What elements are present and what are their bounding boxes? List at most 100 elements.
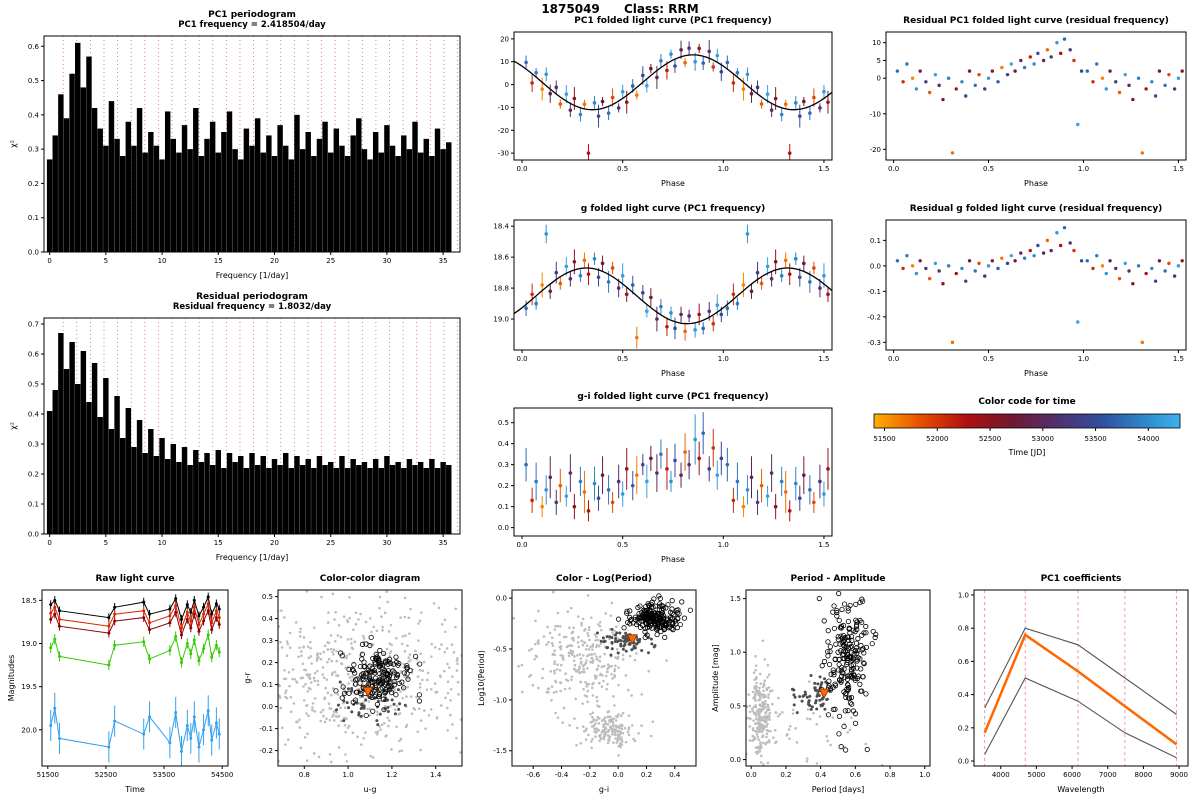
svg-text:20: 20 [270,539,279,547]
svg-text:20.0: 20.0 [21,726,37,734]
svg-text:-20: -20 [498,127,509,135]
svg-text:0.5: 0.5 [498,419,509,427]
period-amplitude-chart: 0.0 0.2 0.4 0.6 0.8 1.0 0.0 0.5 1.0 1.5 Period - A… [711,574,931,794]
g-folded-chart: 0.0 0.5 1.0 1.5 18.4 18.6 18.8 19.0 g folded lig… [493,204,833,378]
pc1-periodogram-chart: 0 5 10 15 20 25 30 35 0.0 0.1 0.2 0.3 0.4 0.5 0.6 PC1 p… [9,10,461,280]
svg-text:0.0: 0.0 [28,531,39,539]
svg-text:0.4: 0.4 [28,111,40,119]
panel-period-amplitude: 0.0 0.2 0.4 0.6 0.8 1.0 0.0 0.5 1.0 1.5 Period - A… [708,570,938,796]
time-colorbar: Color code for time 51500 52000 52500 53000 5… [873,397,1181,457]
svg-text:Wavelength: Wavelength [1057,785,1104,794]
svg-text:Magnitudes: Magnitudes [7,655,16,702]
svg-text:-0.1: -0.1 [259,725,273,733]
svg-text:1.0: 1.0 [1078,355,1089,363]
svg-text:-1.5: -1.5 [493,747,507,755]
svg-text:10: 10 [158,257,167,265]
svg-text:0.1: 0.1 [28,214,39,222]
svg-text:0.0: 0.0 [496,595,507,603]
svg-text:1.5: 1.5 [1173,355,1184,363]
svg-text:1.0: 1.0 [958,591,969,599]
svg-text:0.4: 0.4 [262,615,274,623]
panel-g-folded: 0.0 0.5 1.0 1.5 18.4 18.6 18.8 19.0 g folded lig… [482,200,840,380]
svg-text:-10: -10 [498,104,509,112]
svg-text:Phase: Phase [661,555,685,564]
svg-text:-0.1: -0.1 [867,288,881,296]
svg-text:u-g: u-g [363,785,376,794]
svg-text:20: 20 [270,257,279,265]
svg-text:1.0: 1.0 [730,649,741,657]
svg-text:6000: 6000 [1063,771,1081,779]
svg-text:1.0: 1.0 [718,165,729,173]
svg-text:-20: -20 [870,146,881,154]
svg-text:0: 0 [877,75,881,83]
panel-residual-g-folded: 0.0 0.5 1.0 1.5 -0.3 -0.2 -0.1 0.0 0.1 Residual g… [854,200,1194,380]
svg-text:51500: 51500 [873,435,895,443]
svg-text:0.2: 0.2 [780,771,791,779]
svg-text:9000: 9000 [1170,771,1188,779]
svg-text:0.5: 0.5 [28,77,39,85]
svg-text:5000: 5000 [1028,771,1046,779]
svg-text:Phase: Phase [661,369,685,378]
svg-text:-30: -30 [498,150,509,158]
panel-color-logperiod: -0.6 -0.4 -0.2 0.0 0.2 0.4 0.0 -0.5 -1.0 -1.5 Colo… [474,570,704,796]
svg-text:25: 25 [326,257,335,265]
svg-text:0.3: 0.3 [498,461,509,469]
svg-text:15: 15 [214,539,223,547]
pc1-coefficients-chart: 4000 5000 6000 7000 8000 9000 0.0 0.2 0.4 0.6 0.8 1… [958,574,1189,794]
svg-text:0.2: 0.2 [958,724,969,732]
svg-text:0.5: 0.5 [983,355,994,363]
object-id: 1875049 [541,2,600,16]
svg-text:0.2: 0.2 [28,471,39,479]
svg-text:0.2: 0.2 [641,771,652,779]
svg-text:0.0: 0.0 [498,524,509,532]
residual-periodogram-chart: 0 5 10 15 20 25 30 35 0.0 0.1 0.2 0.3 0.4 0.5 0.6 0.7 Re… [9,292,461,562]
raw-light-curve-chart: 51500 52500 53500 54500 18.5 19.0 19.5 20.0 Raw … [7,574,233,794]
svg-text:19.0: 19.0 [493,316,509,324]
svg-text:0.0: 0.0 [516,541,527,549]
color-color-chart: 0.8 1.0 1.2 1.4 -0.2 -0.1 0.0 0.1 0.2 0.3 0.4 0.5 Co… [243,574,463,794]
svg-text:0.1: 0.1 [28,501,39,509]
svg-text:0: 0 [47,257,51,265]
panel-pc1-coefficients: 4000 5000 6000 7000 8000 9000 0.0 0.2 0.4 0.6 0.8 1… [942,570,1196,796]
page-title: 1875049 Class: RRM [430,2,810,16]
svg-text:g folded light curve (PC1 freq: g folded light curve (PC1 frequency) [581,204,765,214]
svg-text:0.5: 0.5 [617,541,628,549]
svg-text:Log10(Period): Log10(Period) [477,650,486,706]
svg-text:0.8: 0.8 [958,625,969,633]
svg-text:18.5: 18.5 [21,597,37,605]
svg-text:1.5: 1.5 [818,165,829,173]
panel-pc1-folded: 0.0 0.5 1.0 1.5 -30 -20 -10 0 10 20 PC1 folded lig… [482,12,840,190]
svg-text:5: 5 [104,257,108,265]
svg-text:1.4: 1.4 [430,771,442,779]
svg-text:19.5: 19.5 [21,683,37,691]
svg-text:0.1: 0.1 [498,503,509,511]
svg-text:0.3: 0.3 [28,441,39,449]
svg-text:54000: 54000 [1137,435,1159,443]
svg-text:Period [days]: Period [days] [812,785,865,794]
svg-text:Residual PC1 folded light curv: Residual PC1 folded light curve (residua… [903,16,1169,26]
svg-text:Color code for time: Color code for time [978,397,1075,407]
svg-text:0.8: 0.8 [885,771,896,779]
svg-text:30: 30 [382,539,391,547]
svg-text:0.4: 0.4 [815,771,827,779]
svg-text:Phase: Phase [661,179,685,188]
svg-text:52000: 52000 [926,435,948,443]
residual-g-folded-chart: 0.0 0.5 1.0 1.5 -0.3 -0.2 -0.1 0.0 0.1 Residual g… [867,204,1187,378]
panel-pc1-periodogram: 0 5 10 15 20 25 30 35 0.0 0.1 0.2 0.3 0.4 0.5 0.6 PC1 p… [6,6,468,282]
svg-text:0.2: 0.2 [28,180,39,188]
color-logperiod-chart: -0.6 -0.4 -0.2 0.0 0.2 0.4 0.0 -0.5 -1.0 -1.5 Colo… [477,574,697,794]
svg-text:PC1 frequency = 2.418504/day: PC1 frequency = 2.418504/day [178,20,326,30]
svg-text:53500: 53500 [153,771,175,779]
svg-text:0.4: 0.4 [669,771,681,779]
svg-text:4000: 4000 [992,771,1010,779]
svg-text:χ²: χ² [9,422,18,430]
svg-text:0.5: 0.5 [262,593,273,601]
svg-text:Frequency [1/day]: Frequency [1/day] [216,271,289,280]
svg-text:0.4: 0.4 [958,691,970,699]
svg-text:1.5: 1.5 [818,355,829,363]
svg-text:1.0: 1.0 [718,355,729,363]
svg-text:0.0: 0.0 [746,771,757,779]
svg-text:-0.2: -0.2 [259,747,273,755]
svg-text:53500: 53500 [1084,435,1106,443]
class-label: Class: RRM [623,2,699,16]
